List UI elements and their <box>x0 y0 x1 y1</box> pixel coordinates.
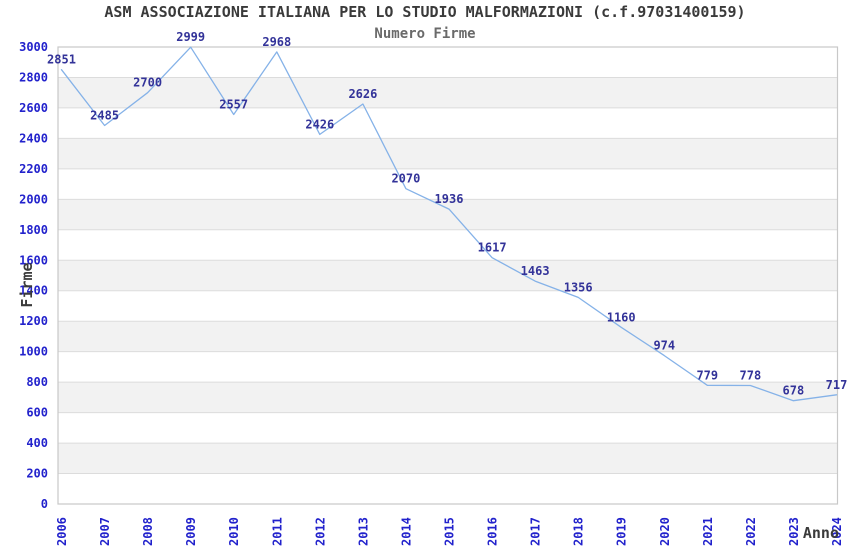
grid-band <box>58 443 838 474</box>
data-point-label: 974 <box>653 339 675 353</box>
data-point-label: 2070 <box>391 172 420 186</box>
x-tick-label: 2012 <box>313 517 327 546</box>
data-point-label: 1463 <box>521 264 550 278</box>
x-tick-label: 2024 <box>830 517 844 546</box>
data-point-label: 2700 <box>133 76 162 90</box>
data-point-label: 778 <box>740 369 762 383</box>
data-point-label: 1356 <box>564 280 593 294</box>
grid-band <box>58 138 838 169</box>
data-line <box>60 46 838 402</box>
grid-band <box>58 321 838 352</box>
y-tick-label: 800 <box>26 375 48 389</box>
x-tick-label: 2017 <box>529 517 543 546</box>
data-point-label: 779 <box>696 368 718 382</box>
y-tick-label: 1200 <box>19 314 48 328</box>
grid-band <box>58 382 838 413</box>
data-point-label: 2999 <box>176 30 205 44</box>
x-tick-label: 2009 <box>184 517 198 546</box>
data-point-label: 2485 <box>90 109 119 123</box>
x-tick-label: 2011 <box>270 517 284 546</box>
data-point-label: 2968 <box>262 35 291 49</box>
x-tick-label: 2018 <box>572 517 586 546</box>
x-tick-label: 2023 <box>787 517 801 546</box>
x-tick-label: 2019 <box>615 517 629 546</box>
x-tick-label: 2016 <box>486 517 500 546</box>
x-tick-label: 2013 <box>356 517 370 546</box>
y-tick-label: 2200 <box>19 162 48 176</box>
chart-title: ASM ASSOCIAZIONE ITALIANA PER LO STUDIO … <box>104 3 746 21</box>
x-tick-label: 2022 <box>744 517 758 546</box>
y-axis-title: Firme <box>18 262 36 307</box>
chart-subtitle: Numero Firme <box>374 26 476 42</box>
data-point-label: 1936 <box>435 192 464 206</box>
plot-border <box>57 46 839 505</box>
data-point-label: 678 <box>783 384 805 398</box>
x-tick-label: 2010 <box>227 517 241 546</box>
y-tick-label: 1000 <box>19 345 48 359</box>
y-tick-label: 2400 <box>19 131 48 145</box>
y-tick-label: 3000 <box>19 40 48 54</box>
data-point-label: 2626 <box>348 87 377 101</box>
y-tick-label: 1800 <box>19 223 48 237</box>
x-tick-label: 2007 <box>98 517 112 546</box>
y-tick-label: 2600 <box>19 101 48 115</box>
grid-band <box>58 199 838 230</box>
x-tick-label: 2020 <box>658 517 672 546</box>
data-point-label: 1160 <box>607 310 636 324</box>
data-point-label: 2851 <box>47 53 76 67</box>
x-tick-label: 2021 <box>701 517 715 546</box>
data-point-label: 717 <box>826 378 848 392</box>
x-tick-label: 2015 <box>443 517 457 546</box>
grid-band <box>58 260 838 291</box>
y-tick-label: 400 <box>26 436 48 450</box>
x-axis-title: Anno <box>803 524 839 542</box>
y-tick-label: 2800 <box>19 71 48 85</box>
data-point-label: 1617 <box>478 241 507 255</box>
grid-band <box>58 77 838 108</box>
y-tick-label: 200 <box>26 467 48 481</box>
data-point-label: 2426 <box>305 117 334 131</box>
x-tick-label: 2014 <box>399 517 413 546</box>
data-point-label: 2557 <box>219 98 248 112</box>
x-tick-label: 2006 <box>55 517 69 546</box>
y-tick-label: 1600 <box>19 253 48 267</box>
y-tick-label: 0 <box>41 497 48 511</box>
y-tick-label: 600 <box>26 406 48 420</box>
x-tick-label: 2008 <box>141 517 155 546</box>
y-tick-label: 1400 <box>19 284 48 298</box>
y-tick-label: 2000 <box>19 192 48 206</box>
